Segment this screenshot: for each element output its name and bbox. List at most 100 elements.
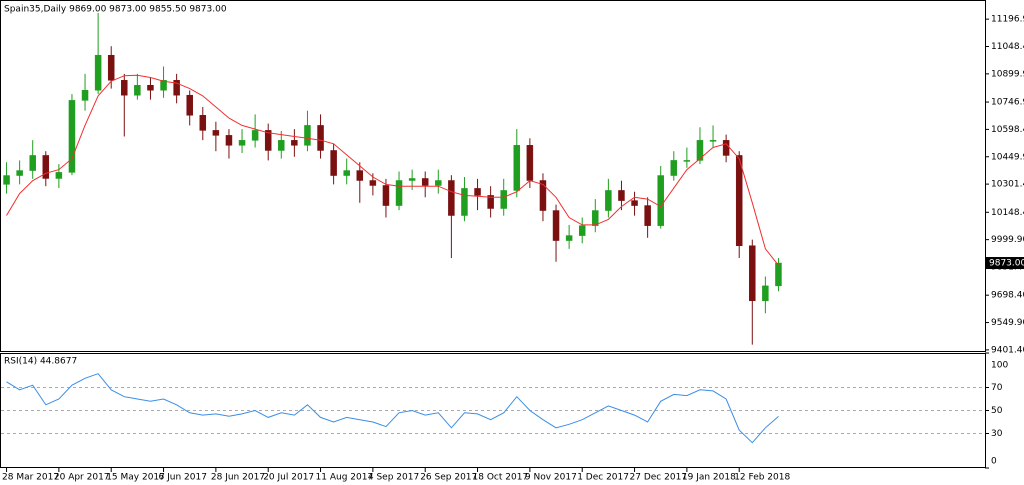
- candle-body: [147, 85, 154, 91]
- y-tick-label: 11048.40: [991, 42, 1024, 52]
- y-tick-label: 10746.90: [991, 98, 1024, 108]
- candle-body: [68, 100, 76, 173]
- x-tick-label: 28 Mar 2017: [2, 473, 59, 483]
- candle-body: [565, 235, 573, 241]
- candle-body: [461, 188, 468, 216]
- candle-body: [749, 245, 756, 302]
- candle-body: [317, 125, 324, 151]
- y-tick-label: 9549.90: [991, 318, 1024, 328]
- y-tick-label: 10899.90: [991, 69, 1024, 79]
- candle-body: [421, 178, 429, 186]
- price-panel: [0, 0, 986, 352]
- candle-body: [696, 140, 704, 161]
- candle-body: [238, 140, 246, 146]
- candle-body: [513, 145, 521, 191]
- candle-body: [160, 80, 167, 91]
- candle-body: [29, 155, 36, 171]
- candle-body: [644, 205, 651, 226]
- x-tick-label: 18 Oct 2017: [473, 473, 529, 483]
- candle-body: [487, 195, 494, 209]
- candle-body: [3, 175, 10, 185]
- x-tick-label: 19 Jan 2018: [682, 473, 736, 483]
- candle-body: [474, 188, 481, 196]
- candle-body: [670, 160, 678, 176]
- candle-body: [578, 225, 586, 236]
- x-tick-label: 12 Feb 2018: [734, 473, 790, 483]
- candle-body: [722, 140, 730, 156]
- y-tick-label: 0: [991, 457, 997, 467]
- y-tick-label: 10598.40: [991, 125, 1024, 135]
- chart-title: Spain35,Daily 9869.00 9873.00 9855.50 98…: [4, 5, 227, 15]
- candle-body: [631, 200, 638, 206]
- x-tick-label: 4 Sep 2017: [368, 473, 419, 483]
- x-tick-label: 28 Jun 2017: [211, 473, 265, 483]
- y-tick-label: 30: [991, 429, 1003, 439]
- candle-body: [291, 140, 298, 146]
- y-tick-label: 100: [991, 361, 1008, 371]
- rsi-line: [6, 373, 779, 444]
- candle-body: [657, 175, 664, 226]
- candle-body: [762, 285, 769, 302]
- candle-body: [709, 140, 717, 142]
- candle-body: [343, 170, 350, 176]
- candle-body: [134, 85, 141, 96]
- candle-body: [408, 178, 416, 181]
- x-tick-label: 1 Dec 2017: [577, 473, 629, 483]
- candle-body: [304, 125, 311, 146]
- candle-body: [121, 80, 128, 96]
- y-tick-label: 9401.40: [991, 345, 1024, 355]
- candle-body: [186, 94, 193, 116]
- candle-body: [81, 89, 89, 101]
- candle-body: [775, 262, 782, 287]
- candle-body: [683, 160, 691, 162]
- x-tick-label: 15 May 2017: [106, 473, 165, 483]
- last-price-box: [986, 257, 1024, 270]
- candle-body: [435, 180, 442, 186]
- x-tick-label: 20 Jul 2017: [263, 473, 314, 483]
- candle-body: [225, 135, 233, 146]
- candle-body: [212, 130, 220, 136]
- x-tick-label: 27 Dec 2017: [630, 473, 688, 483]
- candle-body: [735, 155, 743, 246]
- candle-body: [278, 140, 285, 151]
- x-tick-label: 11 Aug 2017: [316, 473, 374, 483]
- rsi-title: RSI(14) 44.8677: [4, 357, 77, 367]
- y-tick-label: 10301.40: [991, 180, 1024, 190]
- candle-body: [618, 190, 625, 201]
- moving-average: [6, 74, 779, 266]
- candle-body: [539, 180, 547, 211]
- y-tick-label: 10449.90: [991, 152, 1024, 162]
- candle-body: [356, 170, 364, 181]
- y-tick-label: 9999.90: [991, 235, 1024, 245]
- candle-body: [500, 190, 507, 209]
- y-tick-label: 70: [991, 383, 1003, 393]
- candle-body: [605, 190, 612, 211]
- y-tick-label: 50: [991, 406, 1003, 416]
- candle-body: [382, 185, 390, 206]
- candle-body: [94, 54, 102, 91]
- x-tick-label: 6 Jun 2017: [159, 473, 207, 483]
- candle-body: [173, 80, 180, 96]
- y-tick-label: 11196.90: [991, 15, 1024, 25]
- candle-body: [107, 54, 115, 81]
- candle-body: [395, 180, 403, 206]
- candle-body: [264, 130, 272, 151]
- last-price-label: 9873.00: [989, 259, 1024, 269]
- candle-body: [251, 130, 259, 141]
- candle-body: [592, 210, 599, 226]
- candle-body: [199, 115, 207, 131]
- candle-body: [330, 150, 337, 176]
- y-tick-label: 10148.40: [991, 208, 1024, 218]
- candle-body: [448, 180, 455, 216]
- candle-body: [552, 210, 560, 241]
- candle-body: [42, 155, 50, 179]
- candle-body: [369, 180, 377, 186]
- candle-body: [526, 145, 534, 181]
- candle-body: [55, 172, 63, 179]
- x-tick-label: 20 Apr 2017: [54, 473, 110, 483]
- x-tick-label: 9 Nov 2017: [525, 473, 577, 483]
- x-tick-label: 26 Sep 2017: [420, 473, 477, 483]
- candle-body: [16, 170, 23, 176]
